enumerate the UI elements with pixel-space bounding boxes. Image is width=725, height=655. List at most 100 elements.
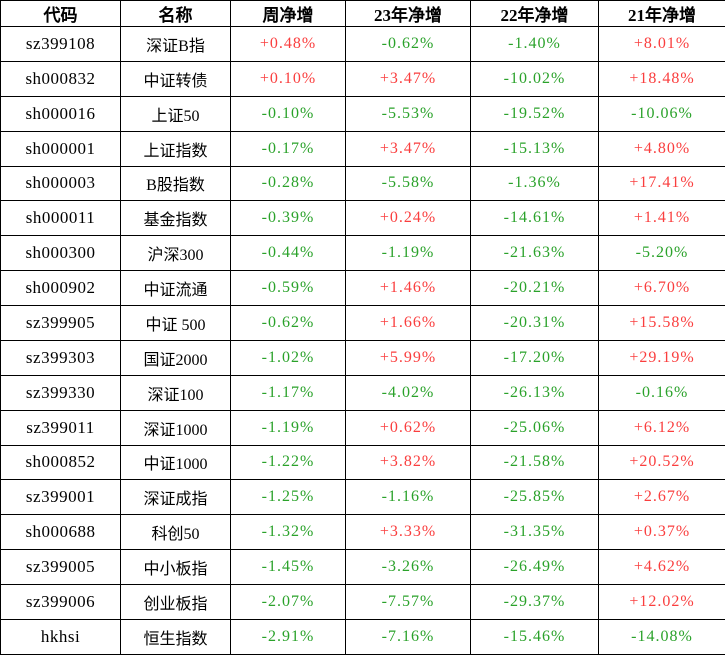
index-code: sh000001 (0, 130, 121, 167)
weekly-change: -1.25% (230, 479, 346, 516)
index-code: sz399330 (0, 374, 121, 411)
index-name: 中证流通 (120, 270, 231, 306)
column-header-0: 代码 (0, 0, 121, 27)
index-code: sh000300 (0, 235, 121, 272)
y2022-change: -1.40% (470, 26, 599, 62)
weekly-change: -0.10% (230, 95, 346, 132)
index-code: sh000011 (0, 200, 121, 237)
y2023-change: +1.66% (345, 305, 471, 341)
y2021-change: +1.41% (598, 200, 725, 237)
index-code: sz399905 (0, 305, 121, 341)
index-name: 基金指数 (120, 200, 231, 237)
y2021-change: +4.62% (598, 549, 725, 585)
index-name: 恒生指数 (120, 618, 231, 655)
table-row: sz399001 深证成指 -1.25% -1.16% -25.85% +2.67% (0, 479, 725, 516)
y2022-change: -20.21% (470, 270, 599, 306)
table-row: sh000011 基金指数 -0.39% +0.24% -14.61% +1.41% (0, 200, 725, 237)
weekly-change: +0.10% (230, 60, 346, 97)
y2021-change: -14.08% (598, 618, 725, 655)
table-header: 代码 名称 周净增 23年净增 22年净增 21年净增 (0, 0, 725, 27)
index-code: sh000832 (0, 60, 121, 97)
index-code: sh000902 (0, 270, 121, 306)
index-code: sz399303 (0, 339, 121, 376)
index-name: 上证指数 (120, 130, 231, 167)
y2022-change: -31.35% (470, 514, 599, 551)
weekly-change: -0.39% (230, 200, 346, 237)
index-name: 国证2000 (120, 339, 231, 376)
index-name: 沪深300 (120, 235, 231, 272)
index-name: 深证成指 (120, 479, 231, 516)
y2022-change: -25.06% (470, 409, 599, 446)
index-code: sh000003 (0, 165, 121, 202)
y2022-change: -26.13% (470, 374, 599, 411)
index-name: 深证1000 (120, 409, 231, 446)
column-header-2: 周净增 (230, 0, 346, 27)
y2021-change: +15.58% (598, 305, 725, 341)
y2021-change: +8.01% (598, 26, 725, 62)
y2021-change: +4.80% (598, 130, 725, 167)
index-name: B股指数 (120, 165, 231, 202)
y2023-change: -0.62% (345, 26, 471, 62)
y2021-change: +29.19% (598, 339, 725, 376)
y2022-change: -1.36% (470, 165, 599, 202)
y2023-change: +3.33% (345, 514, 471, 551)
y2022-change: -15.13% (470, 130, 599, 167)
y2022-change: -25.85% (470, 479, 599, 516)
y2022-change: -17.20% (470, 339, 599, 376)
weekly-change: -2.07% (230, 584, 346, 620)
column-header-1: 名称 (120, 0, 231, 27)
y2023-change: +3.47% (345, 60, 471, 97)
index-name: 创业板指 (120, 584, 231, 620)
weekly-change: -0.59% (230, 270, 346, 306)
index-name: 上证50 (120, 95, 231, 132)
table-row: sh000902 中证流通 -0.59% +1.46% -20.21% +6.70% (0, 270, 725, 306)
y2021-change: +6.70% (598, 270, 725, 306)
weekly-change: -1.17% (230, 374, 346, 411)
y2021-change: -5.20% (598, 235, 725, 272)
table-row: sz399011 深证1000 -1.19% +0.62% -25.06% +6.12% (0, 409, 725, 446)
y2023-change: +1.46% (345, 270, 471, 306)
table-row: sz399006 创业板指 -2.07% -7.57% -29.37% +12.02% (0, 584, 725, 620)
table-row: hkhsi 恒生指数 -2.91% -7.16% -15.46% -14.08% (0, 618, 725, 655)
index-name: 深证100 (120, 374, 231, 411)
column-header-3: 23年净增 (345, 0, 471, 27)
table-row: sz399905 中证 500 -0.62% +1.66% -20.31% +15.58% (0, 305, 725, 341)
table-row: sh000016 上证50 -0.10% -5.53% -19.52% -10.06% (0, 95, 725, 132)
y2022-change: -14.61% (470, 200, 599, 237)
y2021-change: +17.41% (598, 165, 725, 202)
table-row: sh000832 中证转债 +0.10% +3.47% -10.02% +18.48% (0, 60, 725, 97)
weekly-change: -1.32% (230, 514, 346, 551)
weekly-change: -1.02% (230, 339, 346, 376)
index-name: 深证B指 (120, 26, 231, 62)
weekly-change: -0.44% (230, 235, 346, 272)
y2021-change: +18.48% (598, 60, 725, 97)
index-name: 中小板指 (120, 549, 231, 585)
y2021-change: +12.02% (598, 584, 725, 620)
index-code: sz399108 (0, 26, 121, 62)
y2022-change: -19.52% (470, 95, 599, 132)
index-name: 中证转债 (120, 60, 231, 97)
index-name: 中证1000 (120, 444, 231, 481)
weekly-change: -0.28% (230, 165, 346, 202)
y2022-change: -20.31% (470, 305, 599, 341)
table-body: sz399108 深证B指 +0.48% -0.62% -1.40% +8.01% sh00… (0, 26, 725, 655)
index-code: sh000016 (0, 95, 121, 132)
y2022-change: -29.37% (470, 584, 599, 620)
y2023-change: -1.19% (345, 235, 471, 272)
weekly-change: -0.62% (230, 305, 346, 341)
y2023-change: -1.16% (345, 479, 471, 516)
weekly-change: -2.91% (230, 618, 346, 655)
y2021-change: -0.16% (598, 374, 725, 411)
table-row: sz399330 深证100 -1.17% -4.02% -26.13% -0.16% (0, 374, 725, 411)
index-name: 中证 500 (120, 305, 231, 341)
y2023-change: +0.62% (345, 409, 471, 446)
table-row: sh000688 科创50 -1.32% +3.33% -31.35% +0.37% (0, 514, 725, 551)
table-row: sz399303 国证2000 -1.02% +5.99% -17.20% +29.19% (0, 339, 725, 376)
y2023-change: -4.02% (345, 374, 471, 411)
y2023-change: -3.26% (345, 549, 471, 585)
y2023-change: -7.57% (345, 584, 471, 620)
y2023-change: +3.82% (345, 444, 471, 481)
y2022-change: -26.49% (470, 549, 599, 585)
